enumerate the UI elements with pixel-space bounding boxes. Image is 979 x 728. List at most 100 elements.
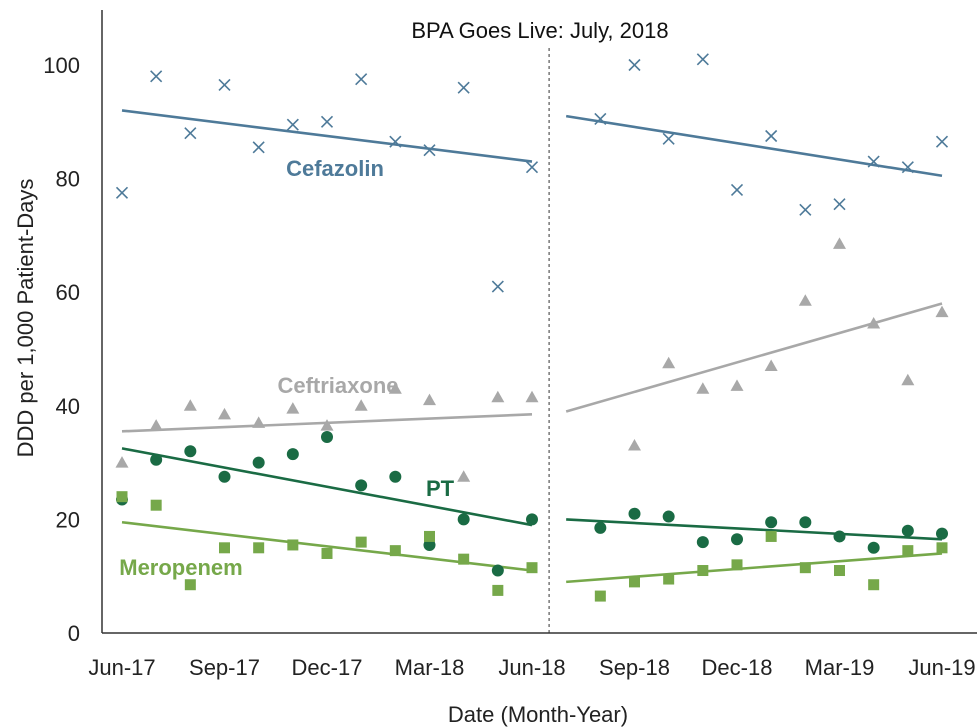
cefazolin-marker: [355, 73, 368, 86]
ceftriaxone-marker: [867, 316, 881, 329]
cefazolin-marker: [491, 280, 504, 293]
ceftriaxone-marker: [320, 419, 334, 431]
ceftriaxone-marker: [149, 419, 163, 431]
pt-trend-post: [566, 518, 943, 541]
ceftriaxone-marker: [218, 407, 231, 420]
x-tick-label: Jun-17: [88, 655, 155, 680]
ceftriaxone-marker: [491, 390, 505, 403]
meropenem-marker: [936, 542, 948, 554]
pt-marker: [628, 507, 641, 520]
ceftriaxone-marker: [764, 359, 778, 372]
ceftriaxone-marker: [115, 456, 129, 468]
pt-marker: [799, 516, 812, 529]
x-tick-label: Dec-18: [702, 655, 773, 680]
meropenem-marker: [355, 536, 367, 548]
meropenem-marker: [594, 590, 606, 602]
y-tick-label: 100: [43, 53, 80, 78]
data-markers: [115, 53, 949, 602]
meropenem-marker: [219, 542, 230, 554]
meropenem-marker: [253, 542, 265, 554]
cefazolin-marker: [252, 141, 265, 154]
x-tick-label: Jun-18: [498, 655, 565, 680]
meropenem-marker: [902, 545, 914, 557]
x-tick-label: Sep-17: [189, 655, 260, 680]
y-tick-label: 20: [56, 507, 80, 532]
cefazolin-marker: [525, 161, 539, 174]
pt-marker: [491, 564, 504, 577]
pt-marker: [731, 533, 743, 546]
cefazolin-marker: [867, 155, 880, 168]
meropenem-marker: [492, 584, 504, 596]
meropenem-marker: [424, 530, 435, 542]
cefazolin-marker: [594, 112, 607, 126]
ceftriaxone-marker: [628, 439, 641, 451]
cefazolin-marker: [320, 115, 334, 128]
pt-marker: [867, 541, 880, 554]
pt-marker: [150, 453, 163, 466]
ceftriaxone-marker: [286, 402, 300, 414]
meropenem-marker: [150, 499, 162, 511]
x-tick-label: Sep-18: [599, 655, 670, 680]
pt-marker: [218, 470, 231, 483]
ceftriaxone-marker: [457, 470, 471, 482]
ceftriaxone-marker: [833, 237, 846, 249]
ceftriaxone-marker: [252, 416, 266, 428]
pt-marker: [184, 445, 197, 458]
meropenem-marker: [697, 565, 709, 577]
meropenem-marker: [321, 547, 333, 559]
cefazolin-marker: [730, 183, 744, 197]
ceftriaxone-marker: [935, 305, 949, 318]
cefazolin-marker: [628, 58, 641, 72]
pt-marker: [594, 521, 607, 534]
y-tick-label: 0: [68, 621, 80, 646]
meropenem-marker: [731, 559, 743, 571]
cefazolin-marker: [935, 135, 949, 148]
pt-trend-pre: [121, 447, 533, 527]
ceftriaxone-marker: [798, 294, 812, 306]
cefazolin-marker: [218, 78, 231, 91]
ceftriaxone-marker: [525, 390, 539, 403]
meropenem-trend-post: [566, 552, 943, 584]
cefazolin-marker: [286, 118, 299, 131]
cefazolin-marker: [662, 132, 675, 145]
ceftriaxone-marker: [901, 373, 915, 386]
meropenem-marker: [458, 553, 470, 565]
axes: [101, 10, 977, 634]
meropenem-marker: [663, 573, 675, 585]
cefazolin-trend-post: [565, 114, 943, 178]
pt-series-label: PT: [426, 476, 455, 501]
pt-marker: [696, 536, 709, 549]
cefazolin-marker: [696, 53, 709, 66]
pt-marker: [765, 516, 778, 529]
meropenem-marker: [389, 545, 401, 557]
y-tick-labels: 0 20 40 60 80 100: [43, 53, 80, 646]
meropenem-marker: [116, 491, 128, 503]
ceftriaxone-marker: [354, 399, 368, 411]
ceftriaxone-marker: [696, 382, 710, 394]
cefazolin-trend-pre: [121, 109, 533, 163]
x-tick-label: Dec-17: [292, 655, 363, 680]
pt-marker: [833, 530, 846, 543]
series-labels: Cefazolin Ceftriaxone PT Meropenem: [119, 156, 454, 580]
meropenem-marker: [629, 576, 640, 588]
meropenem-marker: [868, 579, 880, 591]
cefazolin-marker: [901, 161, 914, 174]
cefazolin-marker: [765, 129, 778, 143]
pt-marker: [252, 456, 265, 469]
x-tick-label: Mar-18: [395, 655, 465, 680]
pt-marker: [321, 431, 333, 444]
cefazolin-marker: [423, 144, 436, 157]
y-axis-title: DDD per 1,000 Patient-Days: [13, 179, 38, 458]
pt-marker: [286, 448, 299, 461]
meropenem-marker: [799, 562, 811, 574]
cefazolin-marker: [150, 70, 163, 83]
ceftriaxone-marker: [183, 399, 197, 411]
meropenem-marker: [765, 530, 777, 542]
ceftriaxone-trend-post: [565, 302, 943, 413]
pt-marker: [423, 538, 436, 551]
cefazolin-series-label: Cefazolin: [286, 156, 384, 181]
pt-marker: [355, 479, 368, 492]
cefazolin-marker: [799, 203, 812, 216]
cefazolin-marker: [115, 186, 129, 199]
ceftriaxone-marker: [730, 379, 744, 391]
